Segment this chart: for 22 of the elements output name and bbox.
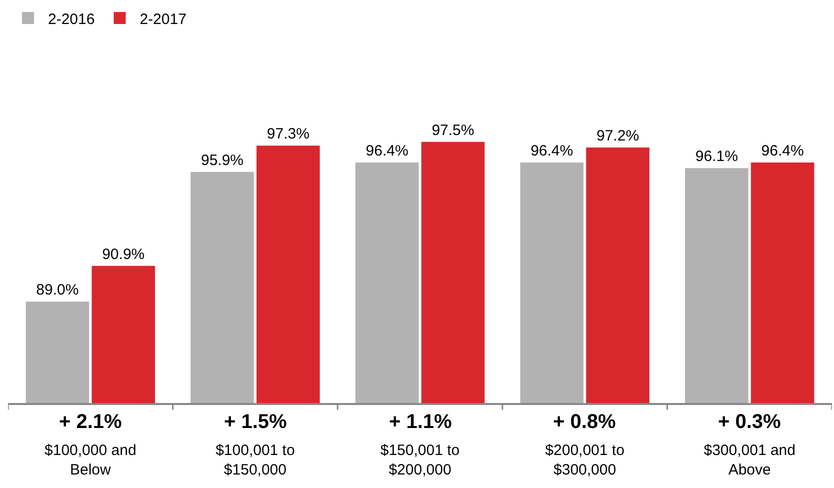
data-label: 96.1% bbox=[695, 148, 738, 166]
data-label: 97.3% bbox=[266, 126, 310, 143]
x-tick-label: $100,001 to $150,000 bbox=[216, 442, 295, 478]
data-label: 89.0% bbox=[36, 282, 79, 299]
data-label: 96.4% bbox=[761, 142, 804, 160]
legend-label: 2-2016 bbox=[48, 10, 95, 28]
x-tick-label: $150,001 to $200,000 bbox=[380, 442, 460, 478]
annotation: + 0.8% bbox=[553, 411, 616, 433]
data-label: 96.4% bbox=[530, 142, 574, 160]
x-tick-label: $100,000 and Below bbox=[44, 442, 136, 478]
annotation: + 1.5% bbox=[224, 411, 288, 433]
annotation: + 0.3% bbox=[718, 411, 782, 433]
data-label: 96.4% bbox=[366, 142, 408, 160]
data-label: 97.2% bbox=[596, 128, 640, 144]
x-tick-label: $200,001 to $300,000 bbox=[545, 442, 624, 478]
annotation: + 2.1% bbox=[59, 411, 122, 433]
data-label: 95.9% bbox=[200, 152, 244, 169]
annotation: + 1.1% bbox=[389, 411, 452, 433]
x-tick-label: $300,001 and Above bbox=[704, 442, 796, 478]
data-label: 97.5% bbox=[432, 122, 474, 139]
data-label: 90.9% bbox=[102, 246, 145, 263]
legend-label: 2-2017 bbox=[140, 10, 186, 28]
